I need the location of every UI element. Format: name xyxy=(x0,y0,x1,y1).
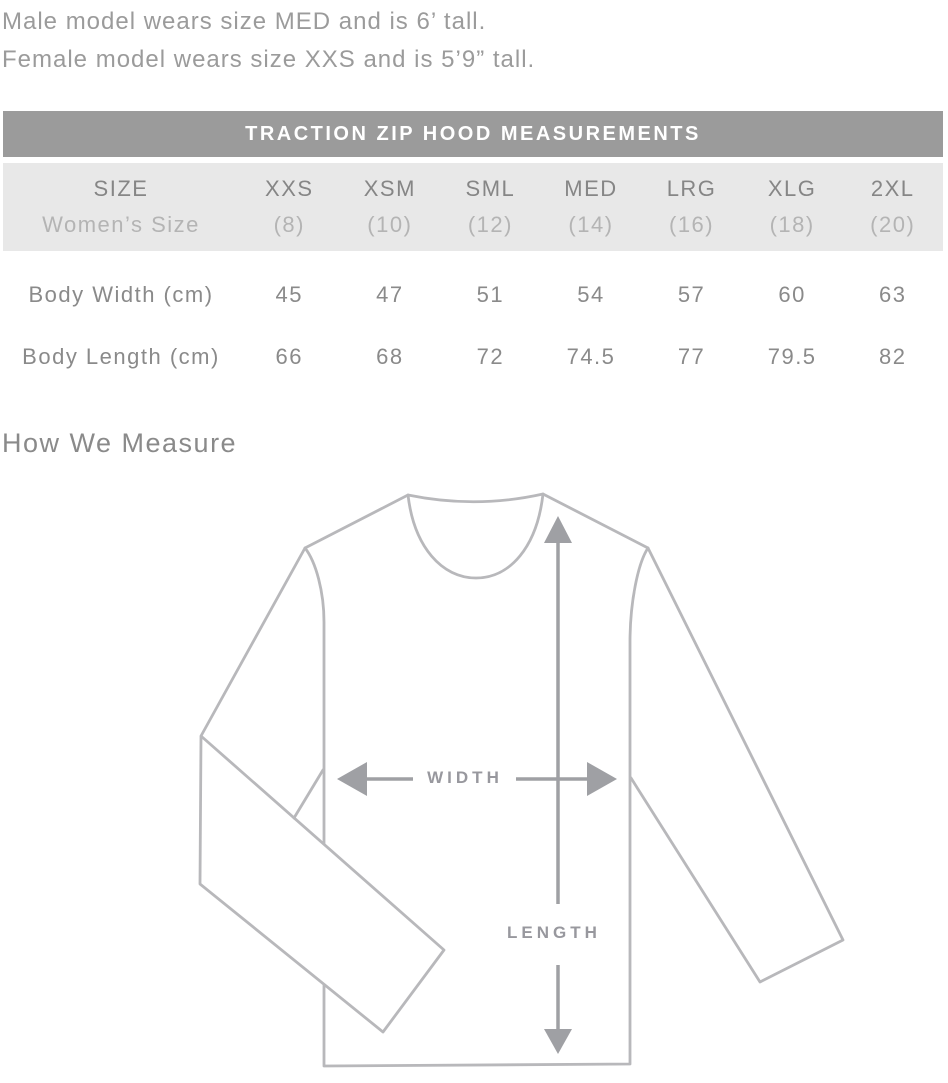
measurement-arrows xyxy=(337,516,617,1054)
measurement-value: 77 xyxy=(677,344,706,369)
measurement-value: 74.5 xyxy=(566,344,616,369)
shirt-left-forearm-fill xyxy=(200,736,444,1032)
measurement-value: 60 xyxy=(778,282,806,307)
body-length-row: Body Length (cm) 66 68 72 74.5 77 79.5 8… xyxy=(3,339,943,375)
width-dimension-label: WIDTH xyxy=(427,768,503,787)
size-col-header: SML xyxy=(465,176,516,201)
size-header-row: SIZE XXS XSM SML MED LRG XLG 2XL xyxy=(3,171,943,207)
womens-size-value: (14) xyxy=(568,212,614,237)
measurement-value: 51 xyxy=(476,282,505,307)
measurements-table: TRACTION ZIP HOOD MEASUREMENTS SIZE XXS … xyxy=(3,111,943,375)
table-title: TRACTION ZIP HOOD MEASUREMENTS xyxy=(245,122,701,145)
womens-size-value: (18) xyxy=(769,212,815,237)
table-title-bar: TRACTION ZIP HOOD MEASUREMENTS xyxy=(3,111,943,157)
measurement-value: 54 xyxy=(577,282,605,307)
womens-size-value: (16) xyxy=(669,212,715,237)
womens-size-value: (8) xyxy=(273,212,305,237)
womens-size-value: (20) xyxy=(870,212,916,237)
length-dimension-label: LENGTH xyxy=(507,923,601,942)
measurement-value: 66 xyxy=(275,344,304,369)
measurement-value: 82 xyxy=(878,344,907,369)
shirt-left-sleeve xyxy=(198,546,446,1034)
size-col-header: XSM xyxy=(363,176,416,201)
length-arrow-head-down xyxy=(544,1029,572,1054)
size-row-label: SIZE xyxy=(93,176,149,201)
width-arrow-head-right xyxy=(587,762,617,796)
size-col-header: LRG xyxy=(666,176,717,201)
length-arrow-head-up xyxy=(544,516,572,543)
size-col-header: XXS xyxy=(265,176,314,201)
shirt-right-sleeve xyxy=(629,546,845,984)
row-label: Body Width (cm) xyxy=(28,282,214,307)
measurement-value: 72 xyxy=(476,344,505,369)
female-model-note: Female model wears size XXS and is 5’9” … xyxy=(2,46,536,73)
womens-row-label: Women’s Size xyxy=(42,212,200,237)
measurement-value: 47 xyxy=(376,282,404,307)
size-col-header: XLG xyxy=(767,176,817,201)
measurement-value: 57 xyxy=(677,282,706,307)
measurement-value: 63 xyxy=(878,282,907,307)
shirt-neckline xyxy=(406,492,545,580)
measurement-value: 68 xyxy=(376,344,404,369)
size-col-header: 2XL xyxy=(870,176,915,201)
size-col-header: MED xyxy=(564,176,618,201)
row-label: Body Length (cm) xyxy=(22,344,220,369)
shirt-outline xyxy=(198,492,845,1068)
womens-size-value: (12) xyxy=(467,212,513,237)
how-we-measure-heading: How We Measure xyxy=(2,428,238,458)
body-width-row: Body Width (cm) 45 47 51 54 57 60 63 xyxy=(3,277,943,313)
womens-size-row: Women’s Size (8) (10) (12) (14) (16) (18… xyxy=(3,207,943,243)
male-model-note: Male model wears size MED and is 6’ tall… xyxy=(2,8,487,35)
measurement-value: 79.5 xyxy=(767,344,817,369)
womens-size-value: (10) xyxy=(367,212,413,237)
size-header-block: SIZE XXS XSM SML MED LRG XLG 2XL Women’s… xyxy=(3,163,943,251)
model-notes: Male model wears size MED and is 6’ tall… xyxy=(2,3,535,79)
measurement-value: 45 xyxy=(275,282,304,307)
shirt-left-armpit-seam xyxy=(292,768,325,820)
width-arrow-head-left xyxy=(337,762,367,796)
